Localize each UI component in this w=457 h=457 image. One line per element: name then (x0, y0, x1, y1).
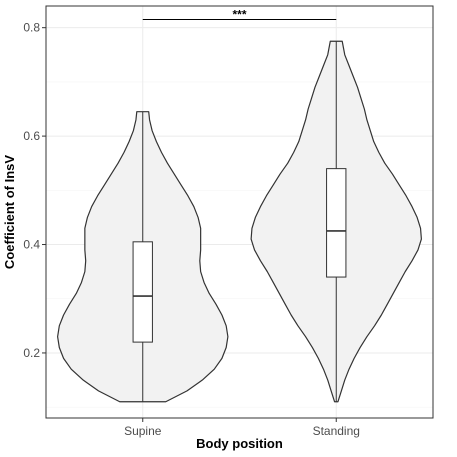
y-tick-label: 0.2 (23, 346, 40, 360)
box-supine (132, 241, 153, 343)
x-tick-label: Standing (313, 424, 360, 438)
y-axis-title: Coefficient of InsV (2, 155, 17, 269)
x-axis: Supine Standing (124, 418, 360, 438)
significance-label: *** (232, 8, 246, 22)
significance-annotation: *** (142, 8, 337, 22)
y-axis: 0.2 0.4 0.6 0.8 (23, 21, 46, 360)
boxplots (132, 41, 347, 402)
x-tick-label: Supine (124, 424, 162, 438)
panel-border (45, 5, 434, 419)
y-tick-label: 0.8 (23, 21, 40, 35)
y-tick-label: 0.4 (23, 238, 40, 252)
box-standing (326, 168, 347, 278)
y-tick-label: 0.6 (23, 129, 40, 143)
x-axis-title: Body position (196, 436, 283, 451)
